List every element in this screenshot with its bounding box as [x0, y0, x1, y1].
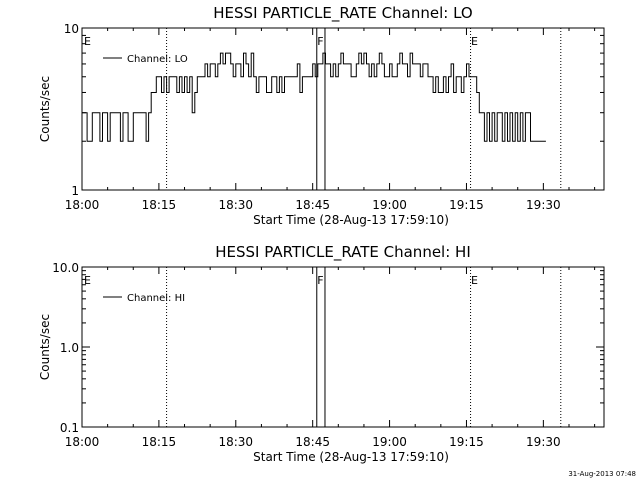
chart2-x-tick-label: 19:15	[449, 435, 484, 449]
chart2-legend-label: Channel: HI	[127, 293, 185, 304]
chart1-x-tick-label: 18:15	[142, 198, 177, 212]
chart1-title: HESSI PARTICLE_RATE Channel: LO	[213, 4, 472, 23]
chart1-x-tick-label: 18:30	[218, 198, 253, 212]
chart1-x-axis-label: Start Time (28-Aug-13 17:59:10)	[253, 213, 449, 227]
chart1-x-tick-label: 18:45	[295, 198, 330, 212]
chart2-x-tick-label: 18:45	[295, 435, 330, 449]
chart2-x-tick-label: 19:00	[372, 435, 407, 449]
chart1-annotation-e: E	[471, 35, 478, 48]
chart1-x-tick-label: 18:00	[65, 198, 100, 212]
chart2-plot-frame	[82, 267, 604, 427]
chart1-x-tick-label: 19:00	[372, 198, 407, 212]
chart2-y-axis-label: Counts/sec	[38, 314, 52, 380]
chart1-y-tick-label: 10	[64, 22, 79, 36]
chart1-y-axis-label: Counts/sec	[38, 76, 52, 142]
chart2-x-tick-label: 18:00	[65, 435, 100, 449]
chart1-x-tick-label: 19:15	[449, 198, 484, 212]
chart2-title: HESSI PARTICLE_RATE Channel: HI	[215, 243, 471, 262]
footer-timestamp: 31-Aug-2013 07:48	[568, 470, 636, 478]
chart2-x-tick-label: 19:30	[526, 435, 561, 449]
chart2-x-tick-label: 18:15	[142, 435, 177, 449]
chart2-annotation-e: E	[84, 274, 91, 287]
chart1-plot-frame	[82, 28, 604, 190]
chart2-y-tick-label: 10.0	[52, 261, 79, 275]
chart2-y-tick-label: 1.0	[60, 341, 79, 355]
chart2-y-tick-label: 0.1	[60, 421, 79, 435]
chart1-annotation-e: E	[84, 35, 91, 48]
chart1-y-tick-label: 1	[71, 184, 79, 198]
chart1-annotation-f: F	[317, 35, 323, 48]
chart1-x-tick-label: 19:30	[526, 198, 561, 212]
chart1-legend-label: Channel: LO	[127, 54, 188, 65]
chart2-annotation-e: E	[471, 274, 478, 287]
chart1-series-line	[82, 53, 546, 141]
chart2-annotation-f: F	[317, 274, 323, 287]
chart2-x-axis-label: Start Time (28-Aug-13 17:59:10)	[253, 450, 449, 464]
chart2-x-tick-label: 18:30	[218, 435, 253, 449]
